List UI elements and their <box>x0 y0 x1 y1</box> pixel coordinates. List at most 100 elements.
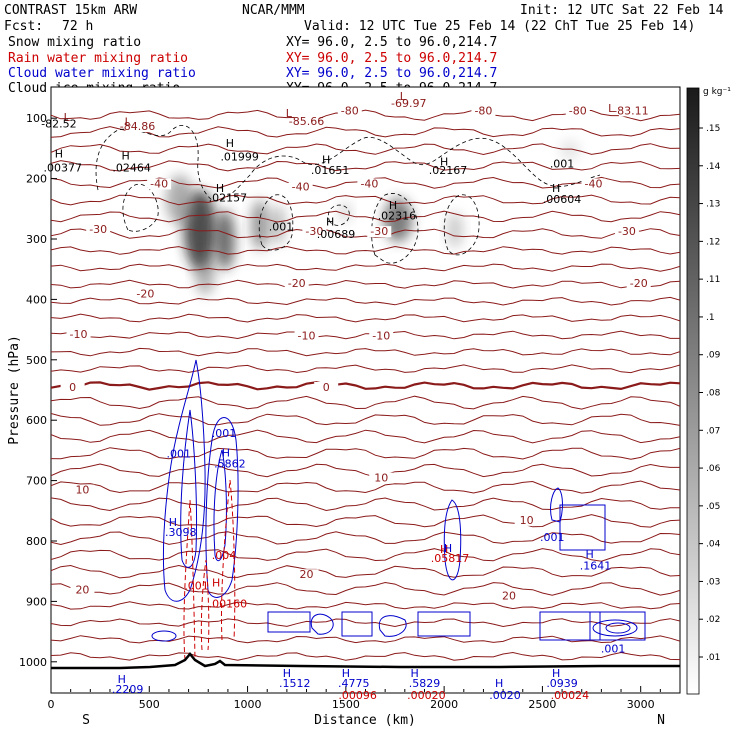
extrema-label: .001 <box>550 158 575 171</box>
extrema-label: .5829 <box>409 677 441 690</box>
temperature-contour-line <box>51 564 680 579</box>
x-tick-label: 2500 <box>528 698 556 711</box>
label-background <box>471 105 496 117</box>
label-background <box>618 105 643 117</box>
field-snow-name: Snow mixing ratio <box>8 35 141 50</box>
valid-label: Valid: 12 UTC Tue 25 Feb 14 (22 ChT Tue … <box>304 19 695 34</box>
extrema-label: H <box>389 199 397 212</box>
extrema-label: H <box>55 147 63 160</box>
extrema-label: H <box>226 137 234 150</box>
temperature-label: -40 <box>360 177 378 190</box>
temperature-contour-line <box>51 194 680 206</box>
extrema-label: .01999 <box>220 150 259 163</box>
extrema-label: .001 <box>269 221 294 234</box>
extrema-label: H <box>169 516 177 529</box>
label-background <box>294 569 319 581</box>
temperature-contour-line <box>51 160 680 172</box>
x-tick-label: 500 <box>139 698 160 711</box>
extrema-label: .2209 <box>112 683 144 696</box>
temperature-label: -10 <box>372 330 390 343</box>
extrema-label: H <box>440 155 448 168</box>
temperature-contour-line <box>51 601 680 610</box>
label-background <box>60 382 85 393</box>
init-label: Init: 12 UTC Sat 22 Feb 14 <box>520 3 724 18</box>
temperature-contour-line <box>51 651 680 661</box>
field-snow-xy: XY= 96.0, 2.5 to 96.0,214.7 <box>286 35 497 50</box>
cloud-water-contour <box>417 611 471 637</box>
cloud-water-contour <box>443 499 462 581</box>
temperature-label: -80 <box>474 104 492 117</box>
extrema-label: .1512 <box>279 677 311 690</box>
extrema-label: .001 <box>540 531 565 544</box>
temperature-contour-line <box>51 463 680 478</box>
label-background <box>314 382 339 393</box>
rain-water-contour <box>220 479 236 641</box>
temperature-label: 10 <box>520 514 534 527</box>
extrema-label: H <box>326 216 334 229</box>
extrema-label: H <box>118 673 126 686</box>
extrema-label: H <box>322 154 330 167</box>
extrema-label: H <box>585 548 593 561</box>
extrema-label: .4775 <box>338 677 370 690</box>
temperature-label: -40 <box>150 177 168 190</box>
cloud-water-contours <box>151 359 646 642</box>
extrema-label: .02157 <box>209 192 248 205</box>
temperature-label: 0 <box>69 381 76 394</box>
x-tick-label: 1000 <box>234 698 262 711</box>
colorbar-tick-label: .02 <box>706 615 720 625</box>
snow-blob <box>195 255 215 295</box>
temperature-label: -20 <box>288 277 306 290</box>
cloud-water-contour <box>378 615 407 637</box>
extrema-label: .5862 <box>214 457 246 470</box>
temperature-contour-line <box>51 364 680 374</box>
x-tick-label: 3000 <box>627 698 655 711</box>
extrema-label: .00160 <box>209 597 248 610</box>
extrema-label: H <box>552 182 560 195</box>
extrema-label: L <box>400 90 407 103</box>
snow-blob <box>339 202 351 222</box>
temperature-label: 0 <box>323 381 330 394</box>
y-axis-label: Pressure (hPa) <box>7 335 22 445</box>
cloud-water-contour <box>559 504 606 551</box>
colorbar-gradient <box>686 87 700 695</box>
extrema-label: .001 <box>184 579 209 592</box>
cloud-water-contour <box>180 409 198 568</box>
temperature-label: -30 <box>305 225 323 238</box>
y-tick-label: 800 <box>26 535 47 548</box>
temperature-contour-line <box>51 514 680 528</box>
label-background <box>337 105 362 117</box>
rain-water-contour <box>183 499 196 661</box>
colorbar-tick-label: .15 <box>706 124 720 134</box>
temperature-contour-line <box>51 228 680 239</box>
y-tick-label: 500 <box>26 354 47 367</box>
fcst-value: 72 h <box>62 19 93 34</box>
label-background <box>614 226 639 238</box>
temperature-label: -20 <box>630 277 648 290</box>
extrema-label: .00096 <box>338 689 377 702</box>
label-background <box>70 484 95 496</box>
temperature-contour-line <box>51 581 680 596</box>
colorbar-tick-label: .01 <box>706 653 720 663</box>
label-background <box>284 278 309 290</box>
colorbar-tick-label: .05 <box>706 502 720 512</box>
y-tick-label: 100 <box>26 112 47 125</box>
colorbar-tick-label: .07 <box>706 426 720 436</box>
colorbar-ticks: .15 .14 .13 .12 .11 .1 .09 .08 .07 .06 .05 .04 .03 .0… <box>699 124 721 663</box>
temperature-label: -10 <box>298 330 316 343</box>
cloud-ice-contour <box>258 194 294 251</box>
temperature-label: -83.11 <box>613 104 648 117</box>
extrema-label: H <box>411 667 419 680</box>
surface-line <box>51 652 680 670</box>
label-background <box>294 116 319 128</box>
y-tick-label: 900 <box>26 595 47 608</box>
label-background <box>66 328 91 340</box>
extrema-label: .00604 <box>543 193 582 206</box>
colorbar-tick-label: .1 <box>706 313 715 323</box>
extrema-label: .00689 <box>317 228 356 241</box>
extrema-label: H <box>495 677 503 690</box>
y-tick-label: 600 <box>26 414 47 427</box>
temperature-contour-line <box>51 413 680 426</box>
label-background <box>396 98 421 110</box>
snow-blob <box>271 205 285 245</box>
label-background <box>581 178 606 190</box>
